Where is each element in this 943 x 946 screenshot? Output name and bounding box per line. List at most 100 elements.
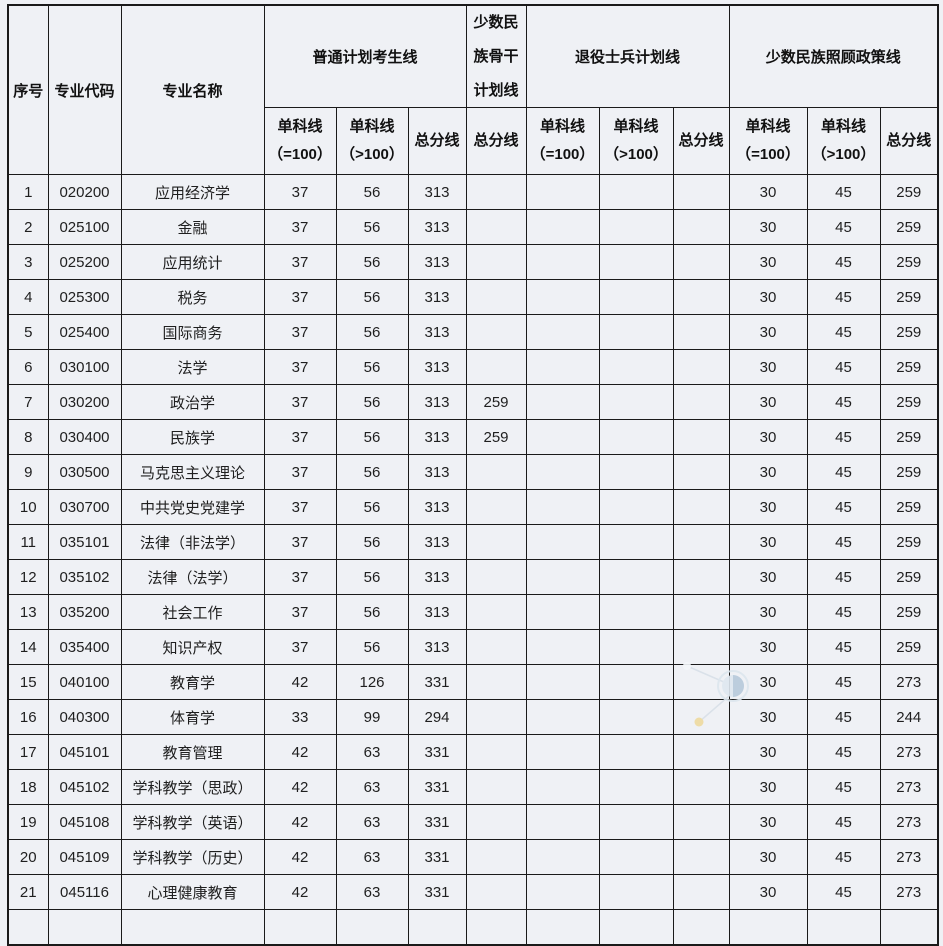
cell-g_total: 331 xyxy=(407,839,467,876)
header-backbone-total: 总分线 xyxy=(465,107,527,176)
cell-g_total: 294 xyxy=(407,699,467,736)
cell-g_eq: 37 xyxy=(263,594,337,631)
header-group-minority-backbone: 少数民族骨干计划线 xyxy=(465,4,527,109)
cell-v_eq xyxy=(525,839,600,876)
cell-p_total: 259 xyxy=(879,209,939,246)
cell-v_eq xyxy=(525,314,600,351)
cell-name: 社会工作 xyxy=(120,594,265,631)
cell-mb_total xyxy=(465,804,527,841)
cell-p_gt: 45 xyxy=(806,314,881,351)
cell-g_gt: 56 xyxy=(335,314,409,351)
cell-v_total xyxy=(672,524,730,561)
cell-code: 025100 xyxy=(47,209,122,246)
cell-g_total: 313 xyxy=(407,314,467,351)
cell-g_eq: 37 xyxy=(263,244,337,281)
cell-v_total xyxy=(672,804,730,841)
cell-name: 法律（法学） xyxy=(120,559,265,596)
cell-g_eq: 42 xyxy=(263,804,337,841)
cell-code: 045116 xyxy=(47,874,122,911)
table-header: 序号 专业代码 专业名称 普通计划考生线 少数民族骨干计划线 退役士兵计划线 少… xyxy=(7,4,939,176)
cell-p_eq: 30 xyxy=(728,594,808,631)
cell-name: 心理健康教育 xyxy=(120,874,265,911)
cell-p_gt: 45 xyxy=(806,839,881,876)
cell-mb_total xyxy=(465,244,527,281)
cell-no: 11 xyxy=(7,524,49,561)
cell-p_gt: 45 xyxy=(806,664,881,701)
table-row: 13 035200 社会工作 37 56 313 30 45 259 xyxy=(7,594,939,631)
cell-code: 020200 xyxy=(47,174,122,211)
cell-p_gt: 45 xyxy=(806,279,881,316)
cell-p_total: 259 xyxy=(879,244,939,281)
cell-g_gt: 56 xyxy=(335,209,409,246)
cell-no: 20 xyxy=(7,839,49,876)
cell-mb_total xyxy=(465,524,527,561)
cell-v_total xyxy=(672,244,730,281)
table-row: 20 045109 学科教学（历史） 42 63 331 30 45 273 xyxy=(7,839,939,876)
cell-v_gt xyxy=(598,209,674,246)
cell-p_eq: 30 xyxy=(728,664,808,701)
cell-v_eq xyxy=(525,349,600,386)
cell-v_gt xyxy=(598,804,674,841)
cell-g_eq: 37 xyxy=(263,454,337,491)
cell-p_eq: 30 xyxy=(728,244,808,281)
cell-no: 17 xyxy=(7,734,49,771)
cell-code: 025300 xyxy=(47,279,122,316)
cell-g_eq: 37 xyxy=(263,174,337,211)
cell-p_total: 273 xyxy=(879,804,939,841)
cell-v_gt xyxy=(598,699,674,736)
cell-p_total: 273 xyxy=(879,769,939,806)
cell-p_eq: 30 xyxy=(728,174,808,211)
cell-v_gt xyxy=(598,279,674,316)
cell-mb_total xyxy=(465,454,527,491)
cell-v_eq xyxy=(525,454,600,491)
cell-no: 1 xyxy=(7,174,49,211)
cell-g_gt: 56 xyxy=(335,594,409,631)
cell-mb_total xyxy=(465,314,527,351)
cell-no: 21 xyxy=(7,874,49,911)
cell-g_total: 331 xyxy=(407,734,467,771)
cell-p_gt: 45 xyxy=(806,209,881,246)
cell-g_gt: 63 xyxy=(335,839,409,876)
cell-g_total: 331 xyxy=(407,874,467,911)
header-no: 序号 xyxy=(7,4,49,176)
cell-v_eq xyxy=(525,629,600,666)
table-row: 1 020200 应用经济学 37 56 313 30 45 259 xyxy=(7,174,939,211)
cell-p_gt: 45 xyxy=(806,629,881,666)
table-row: 14 035400 知识产权 37 56 313 30 45 259 xyxy=(7,629,939,666)
cell-no: 13 xyxy=(7,594,49,631)
cell-name: 税务 xyxy=(120,279,265,316)
header-policy-single-eq100: 单科线 （=100） xyxy=(728,107,808,176)
cell-v_eq xyxy=(525,524,600,561)
cell-g_total: 313 xyxy=(407,594,467,631)
cell-mb_total xyxy=(465,594,527,631)
cell-p_total: 259 xyxy=(879,419,939,456)
cell-g_total: 313 xyxy=(407,174,467,211)
cell-p_total: 259 xyxy=(879,629,939,666)
cell-no: 4 xyxy=(7,279,49,316)
cell-g_eq: 37 xyxy=(263,419,337,456)
header-policy-single-gt100: 单科线 （>100） xyxy=(806,107,881,176)
cell-v_eq xyxy=(525,279,600,316)
cell-p_eq: 30 xyxy=(728,489,808,526)
cell-code: 045101 xyxy=(47,734,122,771)
header-general-total: 总分线 xyxy=(407,107,467,176)
cell-v_eq xyxy=(525,594,600,631)
cell-v_total xyxy=(672,699,730,736)
cell-g_gt: 63 xyxy=(335,804,409,841)
cell-name: 法律（非法学） xyxy=(120,524,265,561)
cell-code: 030200 xyxy=(47,384,122,421)
cell-v_eq xyxy=(525,804,600,841)
cell-mb_total xyxy=(465,489,527,526)
cell-v_total xyxy=(672,769,730,806)
cell-p_gt: 45 xyxy=(806,734,881,771)
cell-empty xyxy=(728,909,808,946)
cell-no: 19 xyxy=(7,804,49,841)
cell-mb_total xyxy=(465,664,527,701)
cell-v_total xyxy=(672,349,730,386)
cell-v_total xyxy=(672,384,730,421)
cell-g_gt: 56 xyxy=(335,174,409,211)
cell-mb_total xyxy=(465,734,527,771)
cell-p_total: 259 xyxy=(879,454,939,491)
cell-empty xyxy=(47,909,122,946)
cell-v_total xyxy=(672,419,730,456)
